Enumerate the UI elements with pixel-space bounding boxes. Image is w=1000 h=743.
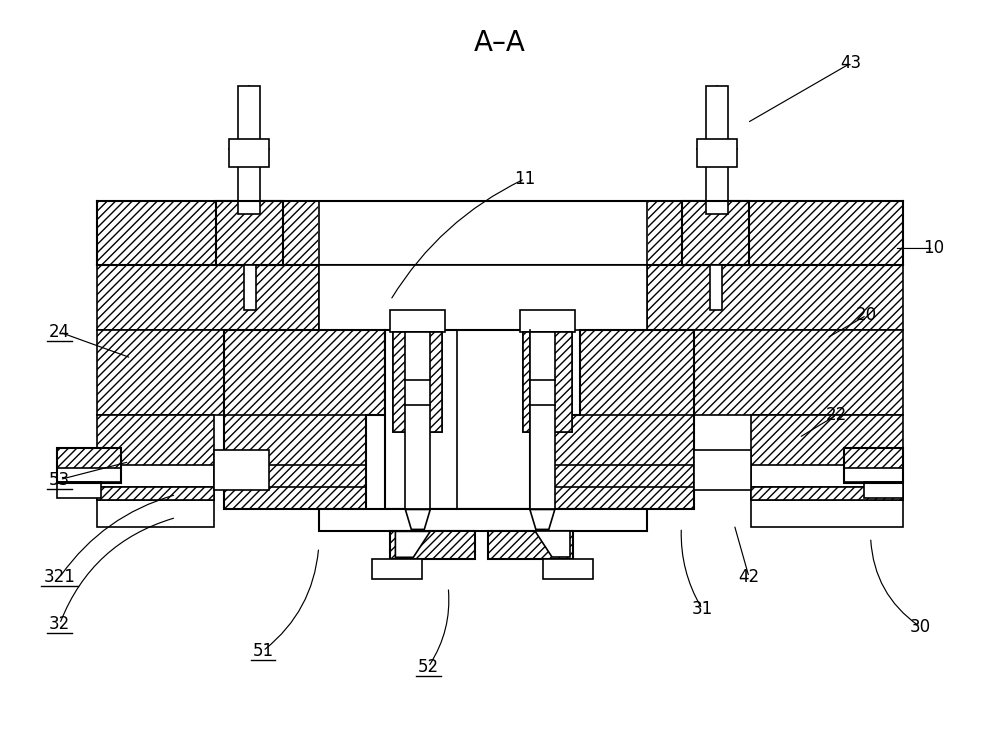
Bar <box>238 86 260 213</box>
Bar <box>319 201 647 265</box>
Bar <box>97 330 319 415</box>
Text: 43: 43 <box>840 54 861 72</box>
Bar <box>57 467 121 481</box>
Bar <box>751 499 903 528</box>
Bar <box>694 450 751 490</box>
Bar <box>694 330 903 415</box>
Bar <box>543 559 593 580</box>
Text: 31: 31 <box>692 600 713 618</box>
Bar <box>97 487 214 499</box>
Bar <box>216 201 283 265</box>
Bar <box>216 201 283 265</box>
Bar <box>864 481 903 498</box>
Bar <box>710 265 722 311</box>
Bar <box>97 499 214 528</box>
Polygon shape <box>405 510 430 530</box>
Bar <box>751 464 903 487</box>
Bar <box>319 265 647 330</box>
Bar <box>844 467 903 481</box>
Bar <box>393 332 442 432</box>
Polygon shape <box>530 510 555 530</box>
Bar <box>523 332 572 432</box>
Polygon shape <box>535 531 570 557</box>
Text: 20: 20 <box>856 306 877 324</box>
Text: 51: 51 <box>252 642 273 660</box>
Bar <box>57 448 121 470</box>
Bar <box>706 86 728 213</box>
Text: 42: 42 <box>739 568 760 586</box>
Text: 32: 32 <box>49 615 70 633</box>
Polygon shape <box>224 330 385 510</box>
Bar <box>520 311 575 332</box>
Text: 10: 10 <box>923 239 944 258</box>
Bar <box>229 139 269 166</box>
Bar <box>393 332 442 432</box>
Bar <box>385 330 530 510</box>
Bar <box>844 448 903 470</box>
Bar <box>97 464 214 487</box>
Bar <box>97 201 903 265</box>
Bar <box>530 332 555 510</box>
Bar <box>244 265 256 311</box>
Bar <box>697 139 737 166</box>
Bar <box>488 531 573 559</box>
Bar <box>390 311 445 332</box>
Text: 22: 22 <box>826 406 847 424</box>
Bar <box>844 448 903 483</box>
Text: 321: 321 <box>44 568 76 586</box>
Bar <box>214 450 269 490</box>
Text: 52: 52 <box>418 658 439 676</box>
Bar <box>57 481 101 498</box>
Bar <box>319 510 647 531</box>
Bar <box>57 448 121 483</box>
Polygon shape <box>530 330 694 510</box>
Bar <box>405 332 430 510</box>
Text: 24: 24 <box>49 323 70 341</box>
Bar <box>751 415 903 499</box>
Text: 30: 30 <box>910 618 931 636</box>
Text: A–A: A–A <box>474 29 526 57</box>
Bar <box>523 332 572 432</box>
Bar <box>372 559 422 580</box>
Bar <box>682 201 749 265</box>
Text: 11: 11 <box>514 169 536 188</box>
Bar <box>97 265 319 330</box>
Bar <box>390 531 475 559</box>
Bar <box>97 415 214 499</box>
Bar <box>751 487 903 499</box>
Bar <box>682 201 749 265</box>
Polygon shape <box>395 531 430 557</box>
Text: 53: 53 <box>49 470 70 489</box>
Bar <box>647 265 903 330</box>
